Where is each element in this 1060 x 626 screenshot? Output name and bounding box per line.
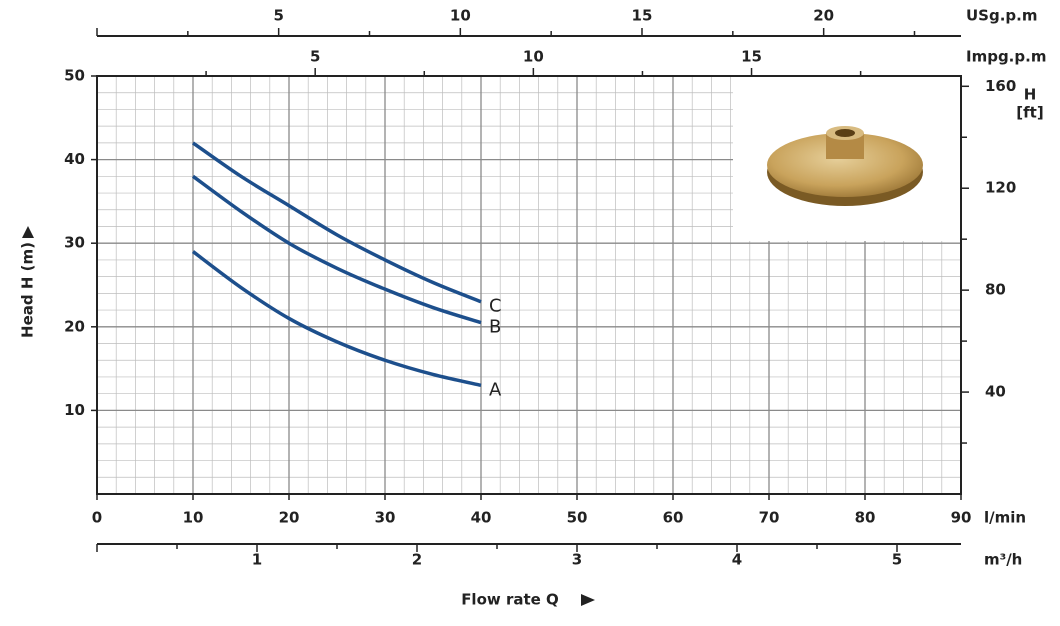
curve [191, 141, 482, 304]
impeller-photo [733, 77, 960, 241]
y-tick-label: 40 [64, 150, 85, 168]
x-top-unit: USg.p.m [966, 7, 1037, 25]
x_top-tick-label: 5 [273, 7, 283, 25]
x_top2-tick-label: 10 [523, 48, 544, 66]
curve-label: A [489, 379, 502, 400]
y-tick-label: 50 [64, 67, 85, 85]
y-tick-label: 20 [64, 317, 85, 335]
x_top-tick-label: 20 [813, 7, 834, 25]
plot-frame [96, 75, 962, 495]
x-tick-label: 70 [759, 509, 780, 527]
x-tick-label: 50 [567, 509, 588, 527]
curve-label: B [489, 317, 501, 338]
x-tick-label: 90 [951, 509, 972, 527]
y2-label: H [1024, 86, 1037, 104]
y-tick-label: 30 [64, 234, 85, 252]
x-tick-label: 80 [855, 509, 876, 527]
y2-tick-label: 120 [985, 179, 1016, 197]
x-axis-label: Flow rate Q [461, 591, 559, 609]
x-tick-label: 60 [663, 509, 684, 527]
x-unit: l/min [984, 509, 1026, 527]
x_top2-tick-label: 5 [310, 48, 320, 66]
x_bottom2-tick-label: 3 [572, 551, 582, 569]
y-arrow [22, 226, 34, 238]
x_bottom2-tick-label: 1 [252, 551, 262, 569]
x_top-tick-label: 15 [632, 7, 653, 25]
y-tick-label: 10 [64, 401, 85, 419]
y2-tick-label: 80 [985, 281, 1006, 299]
x-tick-label: 10 [183, 509, 204, 527]
y2-tick-label: 160 [985, 77, 1016, 95]
x_bottom2-tick-label: 4 [732, 551, 742, 569]
y-axis-label: Head H (m) [19, 242, 37, 338]
x_bottom2-tick-label: 5 [892, 551, 902, 569]
x-tick-label: 40 [471, 509, 492, 527]
x-tick-label: 30 [375, 509, 396, 527]
curve [191, 174, 482, 325]
curve-label: C [489, 296, 502, 317]
x-tick-label: 0 [92, 509, 102, 527]
x-arrow [581, 594, 595, 606]
x-tick-label: 20 [279, 509, 300, 527]
curve [191, 250, 482, 388]
y2-label: [ft] [1016, 104, 1043, 122]
x_top-tick-label: 10 [450, 7, 471, 25]
x-top2-unit: Impg.p.m [966, 48, 1046, 66]
x_top2-tick-label: 15 [741, 48, 762, 66]
x_bottom2-tick-label: 2 [412, 551, 422, 569]
y2-tick-label: 40 [985, 383, 1006, 401]
x-bottom2-unit: m³/h [984, 551, 1022, 569]
